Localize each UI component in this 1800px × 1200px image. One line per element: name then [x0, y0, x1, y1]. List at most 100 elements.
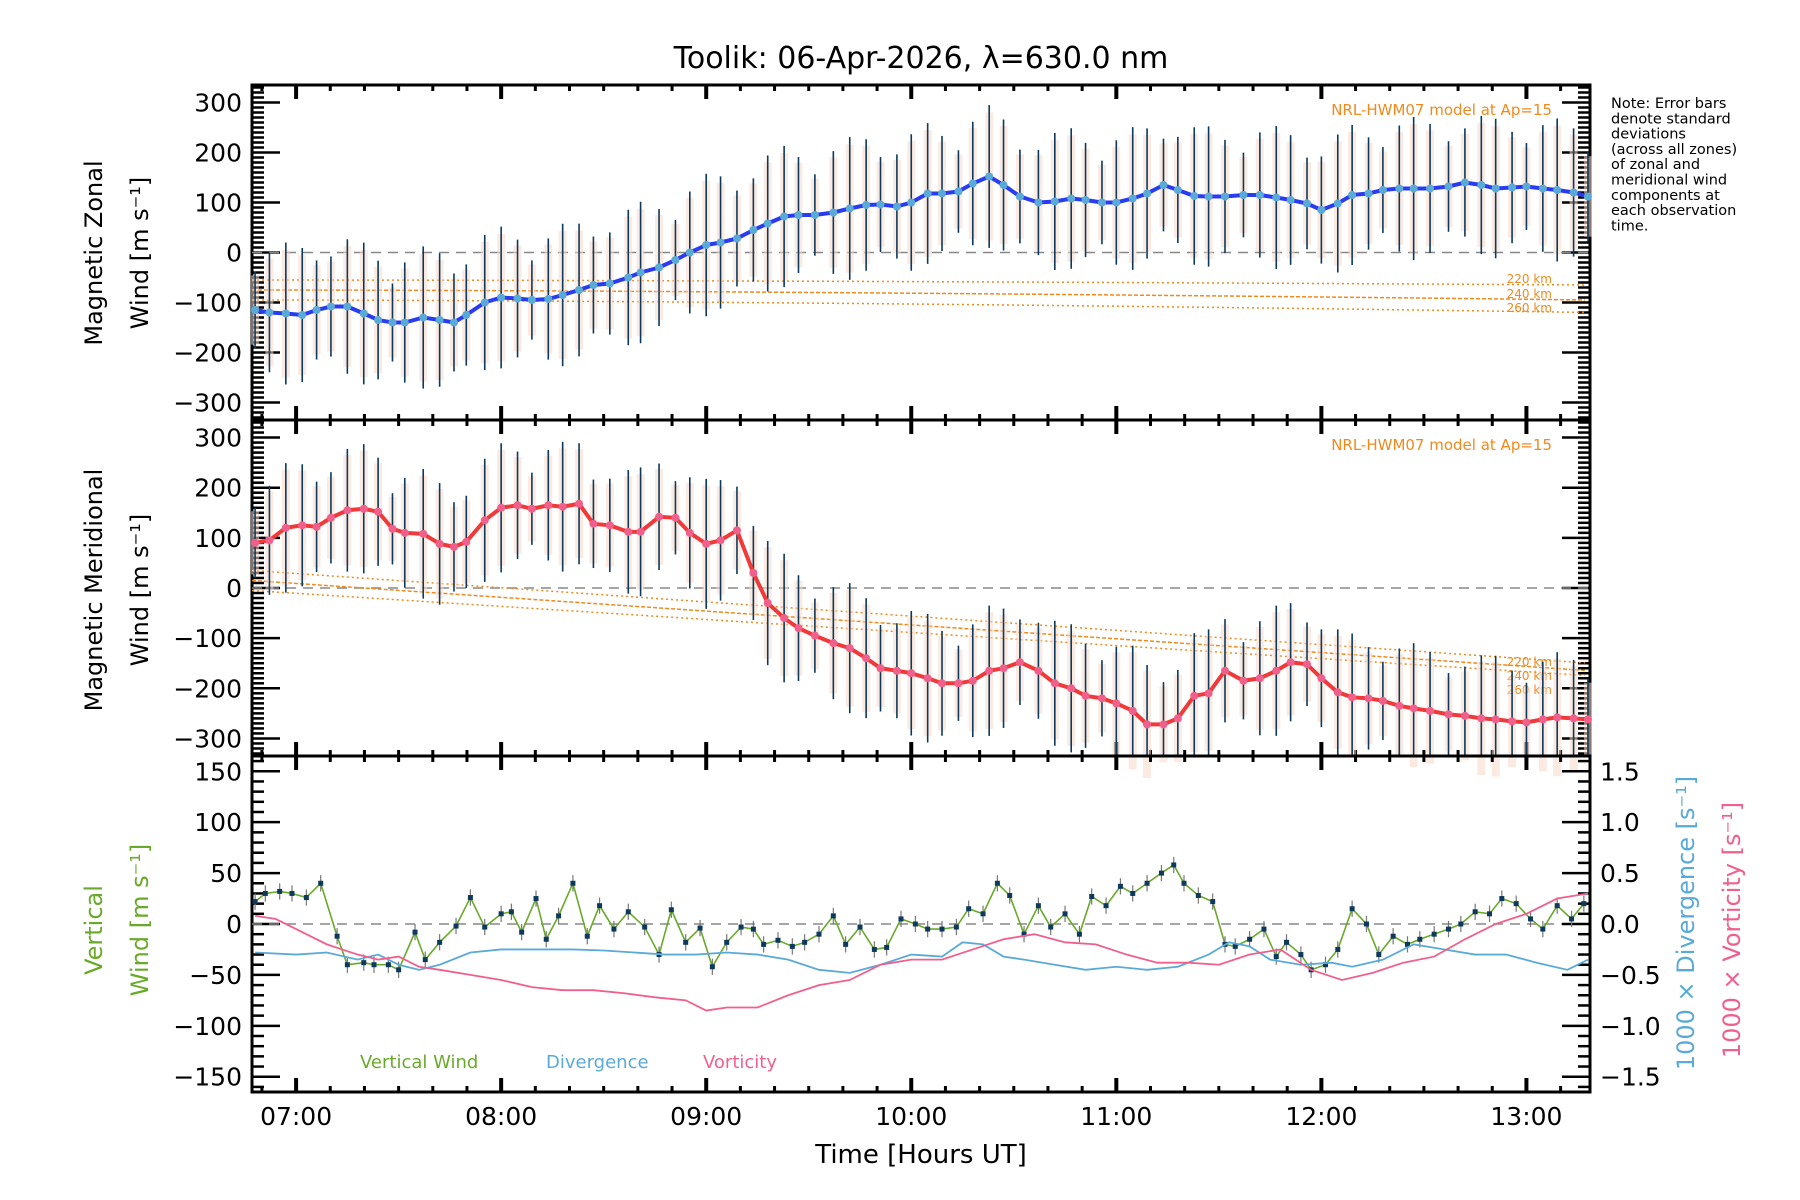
note-line: (across all zones) [1611, 142, 1737, 158]
hwm-model-label: NRL-HWM07 model at Ap=15 [1331, 101, 1552, 119]
data-point [1333, 688, 1342, 697]
note-line: components at [1611, 188, 1720, 204]
vertical-wind-point [371, 962, 377, 968]
data-point [326, 513, 335, 522]
data-point [1239, 191, 1248, 199]
hwm-altitude-label: 240 km [1507, 287, 1552, 301]
data-point [794, 624, 803, 633]
hwm-model-line [251, 289, 1585, 301]
data-point [671, 513, 680, 522]
data-point [374, 316, 383, 324]
data-point [359, 504, 368, 513]
legend-vorticity: Vorticity [703, 1052, 777, 1073]
zonal-ylabel-line2: Wind [m s⁻¹] [126, 177, 154, 329]
vertical-wind-point [1472, 909, 1478, 915]
data-point [923, 674, 932, 683]
data-point [1364, 189, 1373, 198]
data-point [892, 202, 901, 211]
data-point [716, 536, 725, 545]
data-point [1272, 193, 1281, 202]
data-point [1522, 718, 1531, 727]
vertical-wind-point [912, 921, 918, 927]
vertical-wind-point [1487, 911, 1493, 917]
vertical-wind-point [1499, 896, 1505, 902]
data-point [938, 189, 947, 198]
vertical-wind-point [1513, 901, 1519, 907]
vertical-wind-point [1554, 903, 1560, 909]
y-tick-label: −200 [173, 674, 242, 703]
data-point [636, 527, 645, 536]
data-point [1190, 691, 1199, 700]
data-point [907, 669, 916, 678]
data-point [1239, 676, 1248, 685]
vertical-wind-point [570, 880, 576, 886]
data-point [589, 281, 598, 289]
data-point [1190, 192, 1199, 200]
vertical-wind-point [498, 911, 504, 917]
y2-tick-label: 1.0 [1600, 808, 1640, 837]
data-point [954, 187, 963, 196]
vertical-wind-point [642, 924, 648, 930]
data-point [1220, 192, 1229, 201]
data-point [702, 241, 711, 249]
data-point [1272, 666, 1281, 675]
data-point [1460, 178, 1469, 187]
data-point [1050, 197, 1059, 206]
y-tick-label: 0 [226, 910, 242, 939]
vertical-wind-point [453, 923, 459, 929]
vertical-wind-point [775, 937, 781, 943]
data-point [1583, 715, 1592, 724]
data-point [1569, 188, 1578, 197]
note-line: Note: Error bars [1611, 96, 1726, 112]
data-point [1426, 706, 1435, 715]
data-point [845, 644, 854, 653]
vertical-wind-point [1273, 954, 1279, 960]
data-point [281, 309, 290, 318]
data-point [968, 179, 977, 188]
x-tick-label: 13:00 [1490, 1102, 1562, 1131]
vertical-wind-point [412, 929, 418, 935]
vertical-wind-point [1569, 916, 1575, 922]
meridional-ylabel-line2: Wind [m s⁻¹] [126, 514, 154, 666]
data-point [1583, 192, 1592, 201]
y-tick-label: −150 [173, 1063, 242, 1092]
data-point [1303, 660, 1312, 669]
data-point [1317, 206, 1326, 214]
chart-title: Toolik: 06-Apr-2026, λ=630.0 nm [673, 41, 1169, 76]
y-tick-label: −300 [173, 724, 242, 753]
x-tick-label: 07:00 [260, 1102, 332, 1131]
data-point [497, 503, 506, 512]
data-point [435, 316, 444, 324]
vertical-wind-point [422, 957, 428, 963]
hwm-model-label: NRL-HWM07 model at Ap=15 [1331, 436, 1552, 454]
vertical-wind-point [543, 936, 549, 942]
data-point [1034, 198, 1043, 207]
x-tick-label: 12:00 [1285, 1102, 1357, 1131]
note-line: time. [1611, 218, 1648, 234]
data-point [1034, 666, 1043, 675]
x-tick-label: 10:00 [875, 1102, 947, 1131]
data-point [462, 311, 471, 319]
vertical-wind-point [556, 913, 562, 919]
data-point [1067, 194, 1076, 203]
data-point [513, 501, 522, 510]
vertical-wind-point [611, 926, 617, 932]
divergence-y2label: 1000 × Divergence [s⁻¹] [1672, 776, 1700, 1070]
data-point [810, 631, 819, 640]
data-point [462, 537, 471, 546]
data-point [343, 302, 352, 311]
vertical-wind-point [1581, 901, 1587, 907]
data-point [763, 219, 772, 228]
hwm-altitude-label: 220 km [1507, 272, 1552, 286]
data-point [1159, 720, 1168, 729]
data-point [1173, 186, 1182, 194]
vertical-wind-point [953, 924, 959, 930]
vertical-wind-point [1363, 921, 1369, 927]
y-tick-label: −200 [173, 339, 242, 368]
vertical-wind-point [344, 962, 350, 968]
vertical-wind-point [1117, 883, 1123, 889]
data-point [624, 273, 633, 282]
hwm-altitude-label: 220 km [1507, 655, 1552, 669]
data-point [326, 302, 335, 311]
data-point [1204, 192, 1213, 201]
